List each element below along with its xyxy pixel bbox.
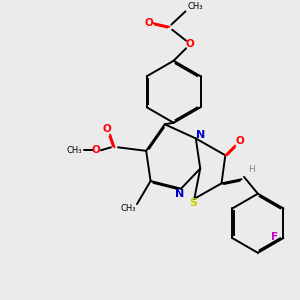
Text: O: O: [92, 145, 100, 155]
Text: CH₃: CH₃: [187, 2, 203, 11]
Text: O: O: [144, 18, 153, 28]
Text: F: F: [271, 232, 278, 242]
Text: H: H: [248, 165, 255, 174]
Text: N: N: [175, 189, 184, 199]
Text: CH₃: CH₃: [66, 146, 82, 155]
Text: N: N: [196, 130, 206, 140]
Text: CH₃: CH₃: [120, 204, 136, 213]
Text: O: O: [236, 136, 244, 146]
Text: O: O: [185, 40, 194, 50]
Text: S: S: [189, 198, 197, 208]
Text: O: O: [103, 124, 112, 134]
